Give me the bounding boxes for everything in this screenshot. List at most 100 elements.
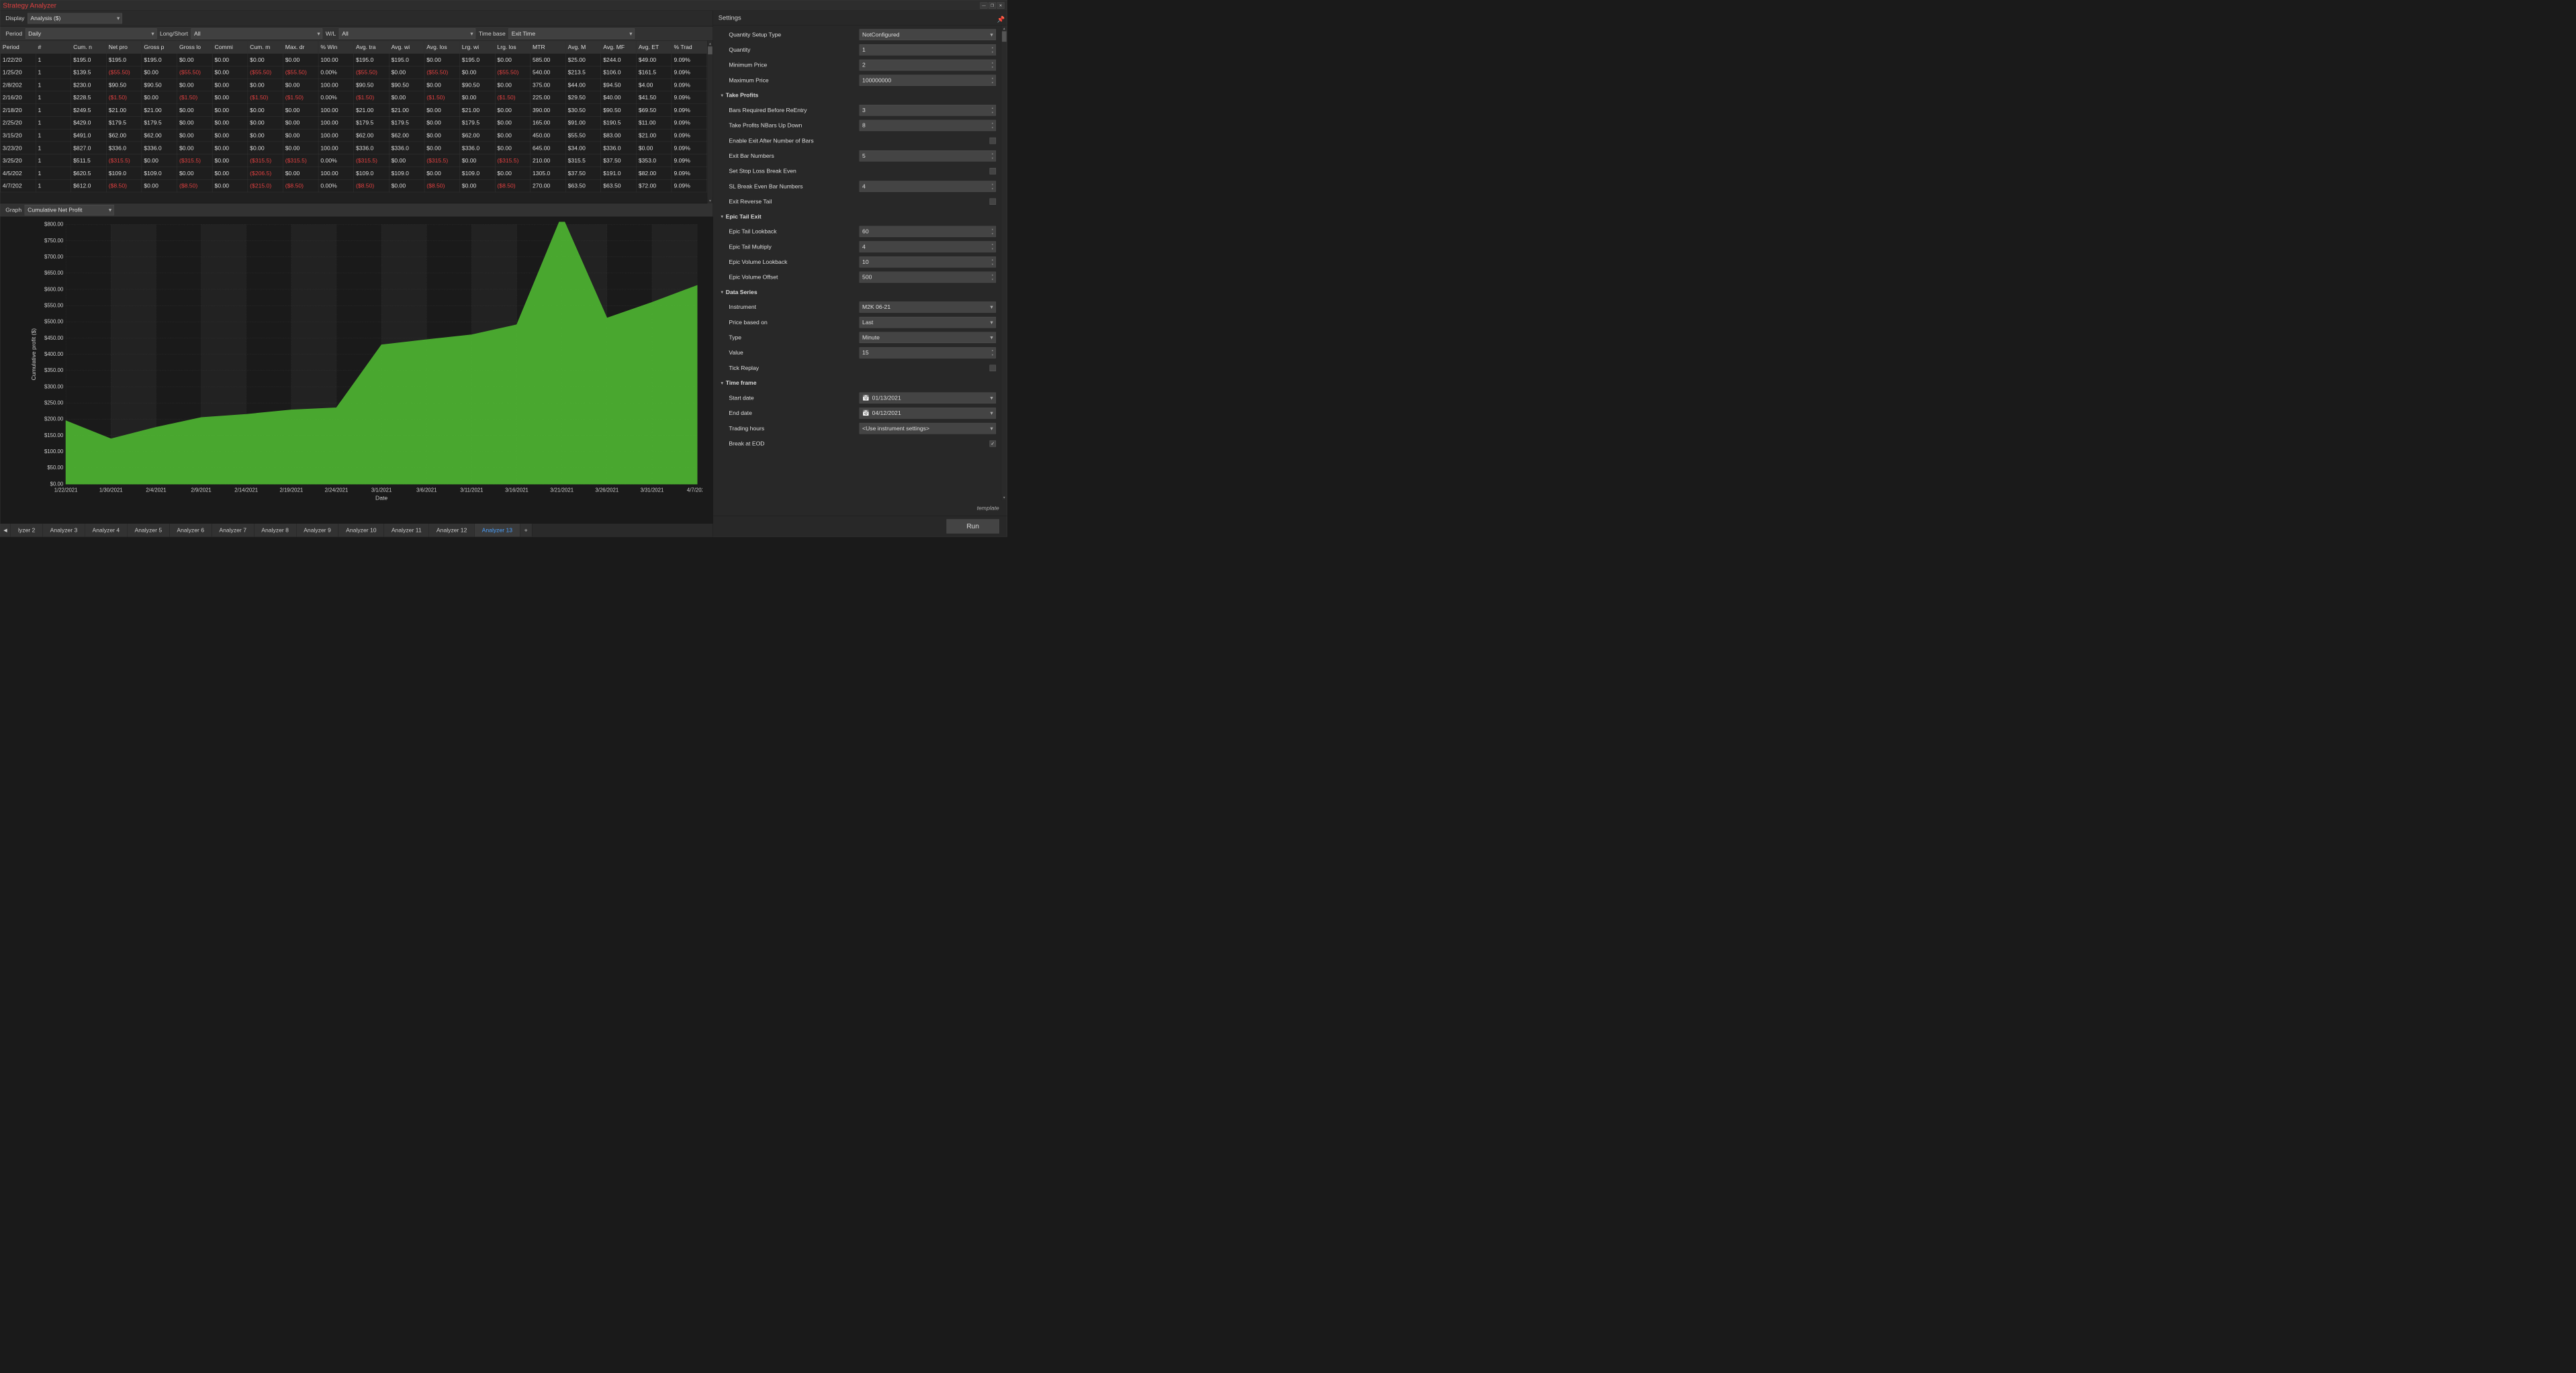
setting-input[interactable]: 4▲▼ <box>860 241 996 252</box>
setting-checkbox[interactable] <box>990 199 996 205</box>
column-header[interactable]: # <box>36 41 71 54</box>
setting-dropdown[interactable]: M2K 06-21 <box>860 301 996 312</box>
table-row[interactable]: 4/7/2021$612.0($8.50)$0.00($8.50)$0.00($… <box>1 179 707 192</box>
tab-analyzer[interactable]: Analyzer 3 <box>43 524 85 536</box>
display-select[interactable]: Analysis ($) <box>28 13 122 24</box>
setting-input[interactable]: 3▲▼ <box>860 105 996 115</box>
spinner-down-icon[interactable]: ▼ <box>990 81 995 85</box>
setting-input[interactable]: 2▲▼ <box>860 60 996 70</box>
settings-scrollbar[interactable]: ▲ ▼ <box>1001 26 1007 500</box>
spinner-up-icon[interactable]: ▲ <box>990 45 995 50</box>
table-row[interactable]: 2/8/2021$230.0$90.50$90.50$0.00$0.00$0.0… <box>1 79 707 91</box>
spinner-down-icon[interactable]: ▼ <box>990 110 995 115</box>
spinner-down-icon[interactable]: ▼ <box>990 247 995 252</box>
spinner-up-icon[interactable]: ▲ <box>990 60 995 65</box>
column-header[interactable]: % Win <box>318 41 354 54</box>
table-row[interactable]: 2/25/201$429.0$179.5$179.5$0.00$0.00$0.0… <box>1 116 707 129</box>
graph-select[interactable]: Cumulative Net Profit <box>25 205 114 216</box>
table-row[interactable]: 2/16/201$228.5($1.50)$0.00($1.50)$0.00($… <box>1 91 707 104</box>
spinner-up-icon[interactable]: ▲ <box>990 105 995 110</box>
tab-analyzer[interactable]: Analyzer 12 <box>429 524 475 536</box>
setting-input[interactable]: 10▲▼ <box>860 256 996 267</box>
table-scrollbar[interactable]: ▲ ▼ <box>707 41 713 203</box>
setting-date[interactable]: 01/13/2021 <box>860 393 996 404</box>
setting-dropdown[interactable]: Last <box>860 317 996 328</box>
spinner-down-icon[interactable]: ▼ <box>990 353 995 358</box>
spinner-down-icon[interactable]: ▼ <box>990 232 995 236</box>
wl-select[interactable]: All <box>339 28 475 39</box>
timebase-select[interactable]: Exit Time <box>508 28 635 39</box>
column-header[interactable]: Avg. M <box>565 41 601 54</box>
setting-checkbox[interactable] <box>990 365 996 371</box>
setting-checkbox[interactable] <box>990 440 996 446</box>
table-row[interactable]: 4/5/2021$620.5$109.0$109.0$0.00$0.00($20… <box>1 167 707 179</box>
template-link[interactable]: template <box>713 500 1007 516</box>
table-row[interactable]: 3/15/201$491.0$62.00$62.00$0.00$0.00$0.0… <box>1 129 707 142</box>
setting-input[interactable]: 100000000▲▼ <box>860 75 996 85</box>
spinner-down-icon[interactable]: ▼ <box>990 50 995 54</box>
setting-checkbox[interactable] <box>990 138 996 144</box>
setting-input[interactable]: 5▲▼ <box>860 150 996 161</box>
column-header[interactable]: Commi <box>212 41 248 54</box>
scroll-up-icon[interactable]: ▲ <box>1001 26 1007 32</box>
tab-analyzer[interactable]: lyzer 2 <box>11 524 43 536</box>
spinner-down-icon[interactable]: ▼ <box>990 156 995 160</box>
column-header[interactable]: Avg. ET <box>637 41 672 54</box>
close-button[interactable]: ✕ <box>997 2 1005 8</box>
spinner-up-icon[interactable]: ▲ <box>990 151 995 156</box>
spinner-up-icon[interactable]: ▲ <box>990 273 995 277</box>
table-row[interactable]: 1/25/201$139.5($55.50)$0.00($55.50)$0.00… <box>1 66 707 79</box>
settings-section-header[interactable]: Data Series <box>713 285 1001 299</box>
tab-analyzer[interactable]: Analyzer 4 <box>85 524 128 536</box>
setting-date[interactable]: 04/12/2021 <box>860 408 996 418</box>
column-header[interactable]: Gross lo <box>177 41 213 54</box>
spinner-down-icon[interactable]: ▼ <box>990 65 995 70</box>
column-header[interactable]: Avg. los <box>424 41 460 54</box>
setting-input[interactable]: 1▲▼ <box>860 44 996 55</box>
run-button[interactable]: Run <box>947 519 999 533</box>
scroll-up-icon[interactable]: ▲ <box>707 41 712 47</box>
column-header[interactable]: MTR <box>531 41 566 54</box>
setting-input[interactable]: 8▲▼ <box>860 120 996 131</box>
add-tab-button[interactable]: + <box>520 524 532 536</box>
spinner-up-icon[interactable]: ▲ <box>990 76 995 81</box>
column-header[interactable]: Lrg. los <box>495 41 531 54</box>
spinner-down-icon[interactable]: ▼ <box>990 187 995 191</box>
column-header[interactable]: Lrg. wi <box>459 41 495 54</box>
spinner-down-icon[interactable]: ▼ <box>990 277 995 282</box>
column-header[interactable]: Net pro <box>106 41 142 54</box>
spinner-up-icon[interactable]: ▲ <box>990 182 995 187</box>
tab-analyzer[interactable]: Analyzer 5 <box>128 524 170 536</box>
column-header[interactable]: Avg. wi <box>389 41 424 54</box>
scroll-down-icon[interactable]: ▼ <box>1001 495 1007 501</box>
tabs-prev-button[interactable]: ◀ <box>0 524 11 536</box>
settings-section-header[interactable]: Time frame <box>713 376 1001 391</box>
spinner-up-icon[interactable]: ▲ <box>990 121 995 126</box>
tab-analyzer[interactable]: Analyzer 7 <box>212 524 254 536</box>
column-header[interactable]: Period <box>1 41 36 54</box>
column-header[interactable]: Cum. n <box>71 41 107 54</box>
spinner-up-icon[interactable]: ▲ <box>990 242 995 247</box>
period-select[interactable]: Daily <box>26 28 157 39</box>
setting-input[interactable]: 500▲▼ <box>860 272 996 283</box>
setting-input[interactable]: 4▲▼ <box>860 181 996 191</box>
table-row[interactable]: 2/18/201$249.5$21.00$21.00$0.00$0.00$0.0… <box>1 104 707 117</box>
maximize-button[interactable]: ❐ <box>988 2 996 8</box>
column-header[interactable]: Avg. tra <box>354 41 389 54</box>
scroll-down-icon[interactable]: ▼ <box>707 197 712 203</box>
longshort-select[interactable]: All <box>191 28 323 39</box>
tab-analyzer[interactable]: Analyzer 6 <box>169 524 212 536</box>
table-row[interactable]: 3/25/201$511.5($315.5)$0.00($315.5)$0.00… <box>1 154 707 167</box>
column-header[interactable]: Max. dr <box>283 41 318 54</box>
spinner-up-icon[interactable]: ▲ <box>990 227 995 232</box>
tab-analyzer[interactable]: Analyzer 8 <box>254 524 296 536</box>
setting-dropdown[interactable]: <Use instrument settings> <box>860 423 996 434</box>
table-row[interactable]: 1/22/201$195.0$195.0$195.0$0.00$0.00$0.0… <box>1 54 707 66</box>
setting-dropdown[interactable]: NotConfigured <box>860 29 996 40</box>
spinner-down-icon[interactable]: ▼ <box>990 262 995 267</box>
minimize-button[interactable]: — <box>980 2 988 8</box>
column-header[interactable]: Gross p <box>142 41 177 54</box>
table-row[interactable]: 3/23/201$827.0$336.0$336.0$0.00$0.00$0.0… <box>1 142 707 154</box>
setting-checkbox[interactable] <box>990 168 996 174</box>
tab-analyzer[interactable]: Analyzer 9 <box>296 524 338 536</box>
